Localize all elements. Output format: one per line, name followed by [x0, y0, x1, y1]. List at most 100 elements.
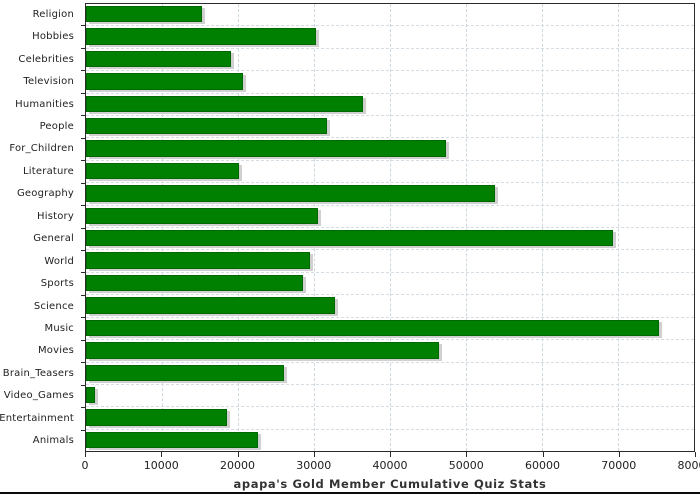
- bar-row-literature: [86, 161, 694, 184]
- bar-row-general: [86, 228, 694, 251]
- plot-area: [85, 3, 695, 452]
- bar-music: [86, 319, 660, 337]
- y-label-general: General: [33, 233, 74, 245]
- y-label-animals: Animals: [32, 435, 74, 447]
- bar-hobbies: [86, 28, 317, 45]
- y-tick: [81, 25, 85, 27]
- bar-row-music: [86, 318, 694, 341]
- bar-entertainment: [86, 409, 228, 426]
- bar-row-geography: [86, 183, 694, 206]
- y-tick: [81, 407, 85, 409]
- y-label-sports: Sports: [40, 278, 74, 290]
- y-label-television: Television: [23, 76, 74, 88]
- bar-sports: [86, 274, 303, 292]
- bar-world: [86, 252, 311, 269]
- chart-title: apapa's Gold Member Cumulative Quiz Stat…: [233, 477, 547, 491]
- y-label-celebrities: Celebrities: [18, 53, 74, 65]
- bar-people: [86, 118, 327, 135]
- y-tick: [81, 92, 85, 94]
- y-label-entertainment: Entertainment: [0, 412, 74, 424]
- bar-animals: [86, 431, 258, 449]
- x-tick-10000: [161, 452, 163, 457]
- y-axis-labels: Religion Hobbies Celebrities Television Huma…: [0, 3, 80, 452]
- y-label-brain_teasers: Brain_Teasers: [2, 367, 74, 379]
- bar-general: [86, 230, 614, 247]
- y-tick: [81, 182, 85, 184]
- y-label-music: Music: [44, 323, 74, 335]
- bar-row-humanities: [86, 94, 694, 117]
- bar-humanities: [86, 95, 363, 113]
- y-tick: [81, 339, 85, 341]
- y-label-people: People: [39, 120, 74, 132]
- y-tick: [81, 317, 85, 319]
- bar-for_children: [86, 140, 447, 157]
- x-label-50000: 50000: [448, 459, 484, 472]
- y-label-hobbies: Hobbies: [32, 31, 74, 43]
- y-tick: [81, 362, 85, 364]
- y-tick: [81, 160, 85, 162]
- x-label-80000: 80000: [677, 459, 700, 472]
- bar-row-animals: [86, 430, 694, 451]
- bar-science: [86, 297, 336, 314]
- y-tick: [81, 137, 85, 139]
- bar-celebrities: [86, 50, 232, 68]
- x-tick-50000: [466, 452, 468, 457]
- bar-row-world: [86, 250, 694, 273]
- bar-brain_teasers: [86, 364, 284, 381]
- y-label-religion: Religion: [32, 8, 74, 20]
- bar-row-hobbies: [86, 26, 694, 49]
- x-tick-40000: [390, 452, 391, 457]
- x-tick-80000: [695, 452, 696, 457]
- y-tick: [81, 384, 85, 386]
- bar-video_games: [86, 386, 96, 404]
- bar-row-television: [86, 71, 694, 94]
- y-label-geography: Geography: [16, 188, 74, 200]
- y-label-world: World: [44, 255, 74, 267]
- x-label-0: 0: [81, 459, 89, 472]
- bar-row-for_children: [86, 138, 694, 161]
- bar-movies: [86, 342, 439, 359]
- y-label-video_games: Video_Games: [3, 390, 74, 402]
- bar-history: [86, 207, 318, 225]
- window-bottom-border: [0, 492, 700, 494]
- x-tick-60000: [542, 452, 544, 457]
- bar-row-movies: [86, 340, 694, 363]
- y-label-literature: Literature: [23, 165, 74, 177]
- y-tick: [81, 294, 85, 296]
- bar-row-video_games: [86, 385, 694, 408]
- y-axis-ticks: [81, 3, 85, 452]
- x-tick-20000: [237, 452, 239, 457]
- x-tick-0: [85, 452, 86, 457]
- bar-row-brain_teasers: [86, 363, 694, 385]
- bar-literature: [86, 162, 239, 180]
- bar-religion: [86, 6, 202, 23]
- y-tick: [81, 429, 85, 431]
- y-tick: [81, 47, 85, 49]
- bar-row-history: [86, 206, 694, 229]
- x-label-10000: 10000: [143, 459, 179, 472]
- bar-television: [86, 73, 244, 90]
- y-label-movies: Movies: [37, 345, 74, 357]
- bar-row-people: [86, 116, 694, 139]
- x-axis-ticks: [85, 452, 696, 457]
- y-label-science: Science: [33, 300, 74, 312]
- bar-row-celebrities: [86, 49, 694, 72]
- bar-geography: [86, 185, 495, 202]
- y-label-history: History: [37, 210, 74, 222]
- x-label-70000: 70000: [601, 459, 637, 472]
- bar-row-sports: [86, 273, 694, 296]
- x-label-60000: 60000: [525, 459, 560, 472]
- y-label-for_children: For_Children: [9, 143, 74, 155]
- y-tick: [81, 70, 85, 72]
- x-label-20000: 20000: [220, 459, 255, 472]
- bar-row-religion: [86, 4, 694, 27]
- y-tick: [81, 115, 85, 117]
- x-tick-30000: [313, 452, 315, 457]
- x-axis-labels: 0 10000 20000 30000 40000 50000 60000 70000 8000…: [81, 459, 700, 473]
- y-tick: [81, 249, 85, 251]
- bar-row-science: [86, 295, 694, 318]
- x-tick-70000: [618, 452, 620, 457]
- bar-row-entertainment: [86, 407, 694, 430]
- y-tick: [81, 227, 85, 229]
